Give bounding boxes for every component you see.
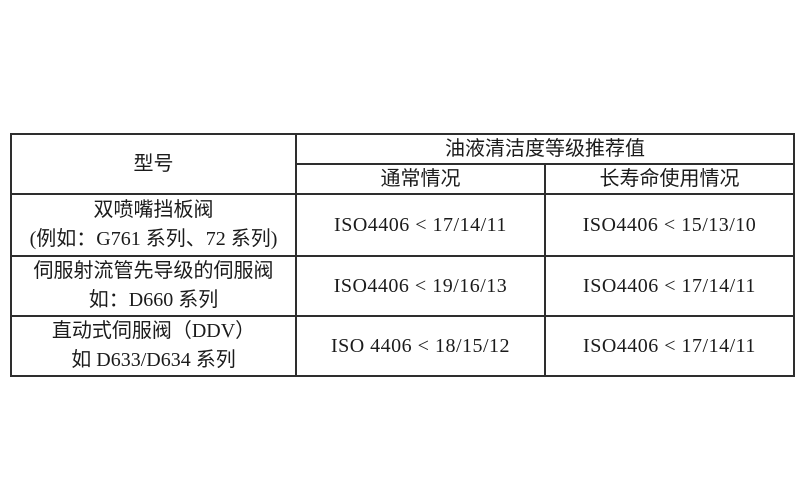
model-cell: 直动式伺服阀（DDV） 如 D633/D634 系列 xyxy=(10,315,297,377)
longlife-value-cell: ISO4406 < 17/14/11 xyxy=(544,315,795,377)
longlife-value-cell: ISO4406 < 15/13/10 xyxy=(544,193,795,257)
model-cell: 伺服射流管先导级的伺服阀 如：D660 系列 xyxy=(10,255,297,317)
model-column-header: 型号 xyxy=(10,133,297,195)
table-row: 直动式伺服阀（DDV） 如 D633/D634 系列 ISO 4406 < 18… xyxy=(10,315,795,377)
longlife-value-cell: ISO4406 < 17/14/11 xyxy=(544,255,795,317)
model-name: 伺服射流管先导级的伺服阀 xyxy=(33,260,274,282)
oil-cleanliness-table: 型号 油液清洁度等级推荐值 通常情况 长寿命使用情况 双喷嘴挡板阀 (例如：G7… xyxy=(10,133,795,377)
model-series: 如：D660 系列 xyxy=(88,289,219,311)
model-cell: 双喷嘴挡板阀 (例如：G761 系列、72 系列) xyxy=(10,193,297,257)
model-series: (例如：G761 系列、72 系列) xyxy=(29,228,278,250)
header-row-sub: 通常情况 长寿命使用情况 xyxy=(11,163,795,195)
table-row: 伺服射流管先导级的伺服阀 如：D660 系列 ISO4406 < 19/16/1… xyxy=(10,255,795,317)
normal-column-header: 通常情况 xyxy=(295,163,546,195)
model-series: 如 D633/D634 系列 xyxy=(71,349,236,371)
model-name: 双喷嘴挡板阀 xyxy=(93,199,214,221)
header-row-group: 型号 油液清洁度等级推荐值 xyxy=(10,133,795,195)
normal-value-cell: ISO4406 < 19/16/13 xyxy=(295,255,546,317)
normal-value-cell: ISO4406 < 17/14/11 xyxy=(295,193,546,257)
model-name: 直动式伺服阀（DDV） xyxy=(51,320,256,342)
table-row: 双喷嘴挡板阀 (例如：G761 系列、72 系列) ISO4406 < 17/1… xyxy=(10,193,795,257)
normal-value-cell: ISO 4406 < 18/15/12 xyxy=(295,315,546,377)
longlife-column-header: 长寿命使用情况 xyxy=(544,163,795,195)
group-header: 油液清洁度等级推荐值 xyxy=(295,133,795,165)
